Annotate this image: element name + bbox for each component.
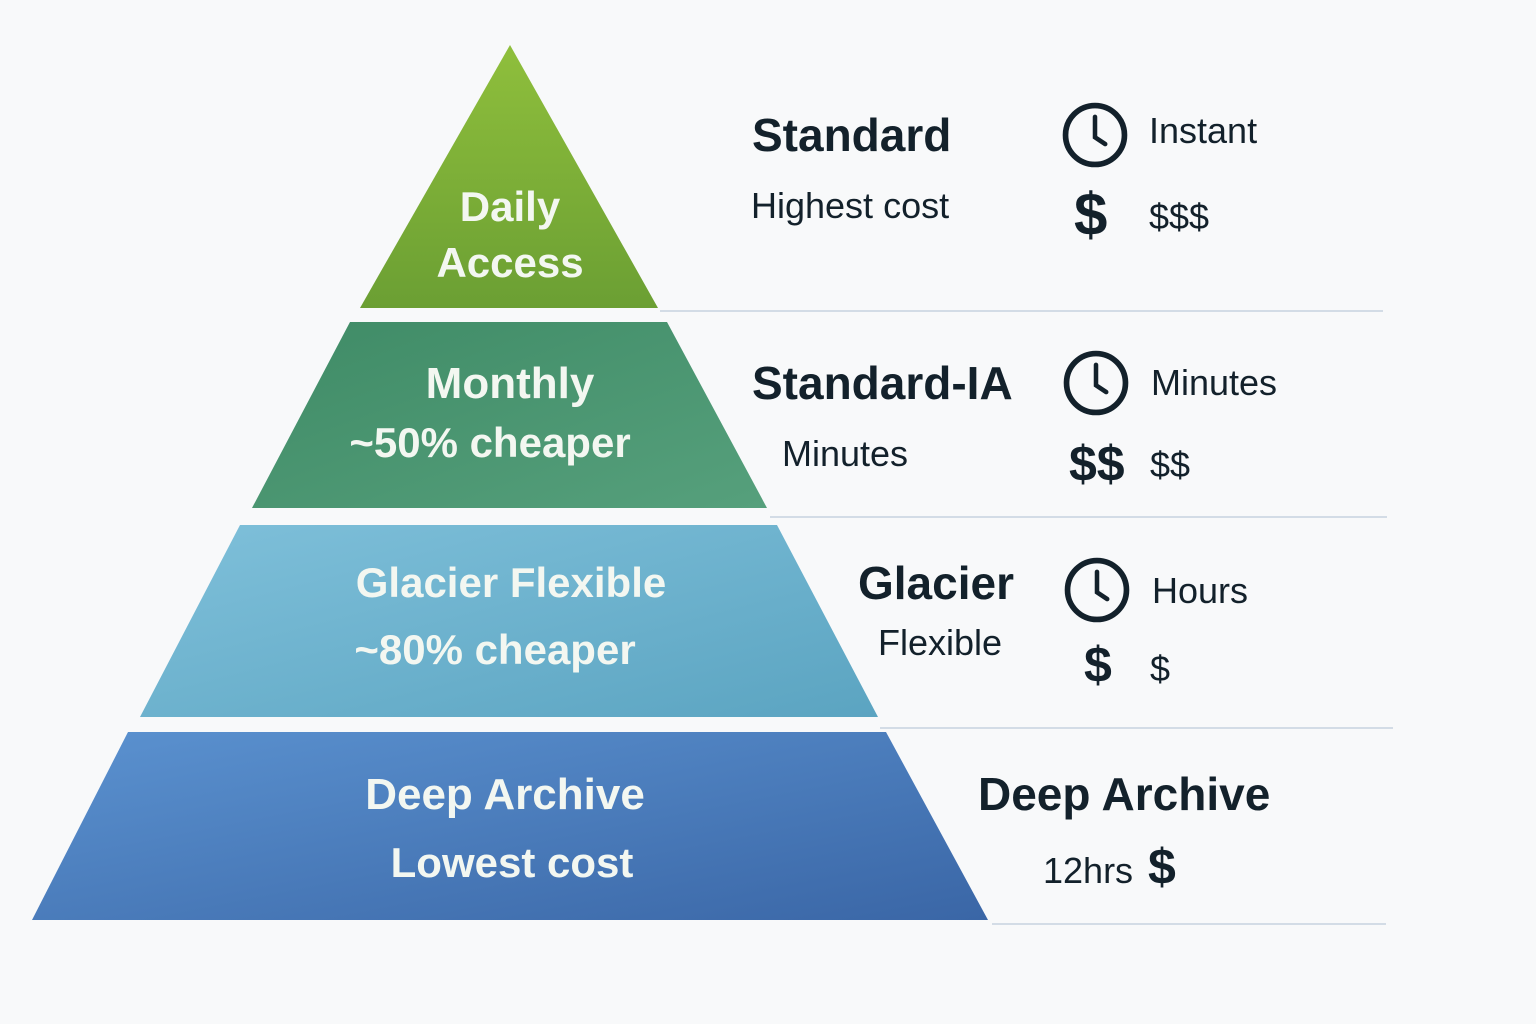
speed-label: Hours (1152, 570, 1249, 611)
layer-label: ~80% cheaper (354, 626, 636, 673)
clock-icon (1064, 557, 1130, 623)
dollar-icon: $$ (1069, 436, 1125, 492)
layer-label: Daily (459, 183, 561, 230)
layer-label: ~50% cheaper (349, 419, 631, 466)
layer-label: Deep Archive (365, 770, 645, 819)
speed-label: 12hrs (1043, 850, 1134, 891)
clock-icon (1063, 350, 1129, 416)
dollar-icon: $ (1074, 181, 1108, 248)
tier-name: Deep Archive (978, 768, 1271, 820)
dollar-icon: $ (1084, 637, 1112, 693)
tier-subtitle: Flexible (878, 622, 1003, 663)
tier-name: Standard (752, 109, 952, 161)
layer-label: Access (436, 239, 584, 286)
layer-label: Lowest cost (390, 839, 634, 886)
speed-label: Instant (1149, 110, 1258, 151)
pyramid-layer-daily (360, 45, 658, 308)
pyramid-layer-deep-archive (32, 732, 988, 920)
clock-icon (1062, 102, 1128, 168)
tier-subtitle: Minutes (782, 433, 909, 474)
tier-name: Glacier (858, 557, 1014, 609)
speed-label: Minutes (1151, 362, 1278, 403)
tier-name: Standard-IA (752, 357, 1013, 409)
layer-label: Glacier Flexible (355, 559, 667, 606)
cost-label: $ (1150, 648, 1171, 689)
dollar-icon: $ (1148, 839, 1176, 895)
cost-label: $$ (1150, 444, 1191, 485)
cost-label: $$$ (1149, 196, 1210, 237)
tier-subtitle: Highest cost (751, 185, 950, 226)
pyramid-layer-glacier (140, 525, 878, 717)
pyramid-layer-monthly (252, 322, 767, 508)
layer-label: Monthly (425, 359, 595, 408)
